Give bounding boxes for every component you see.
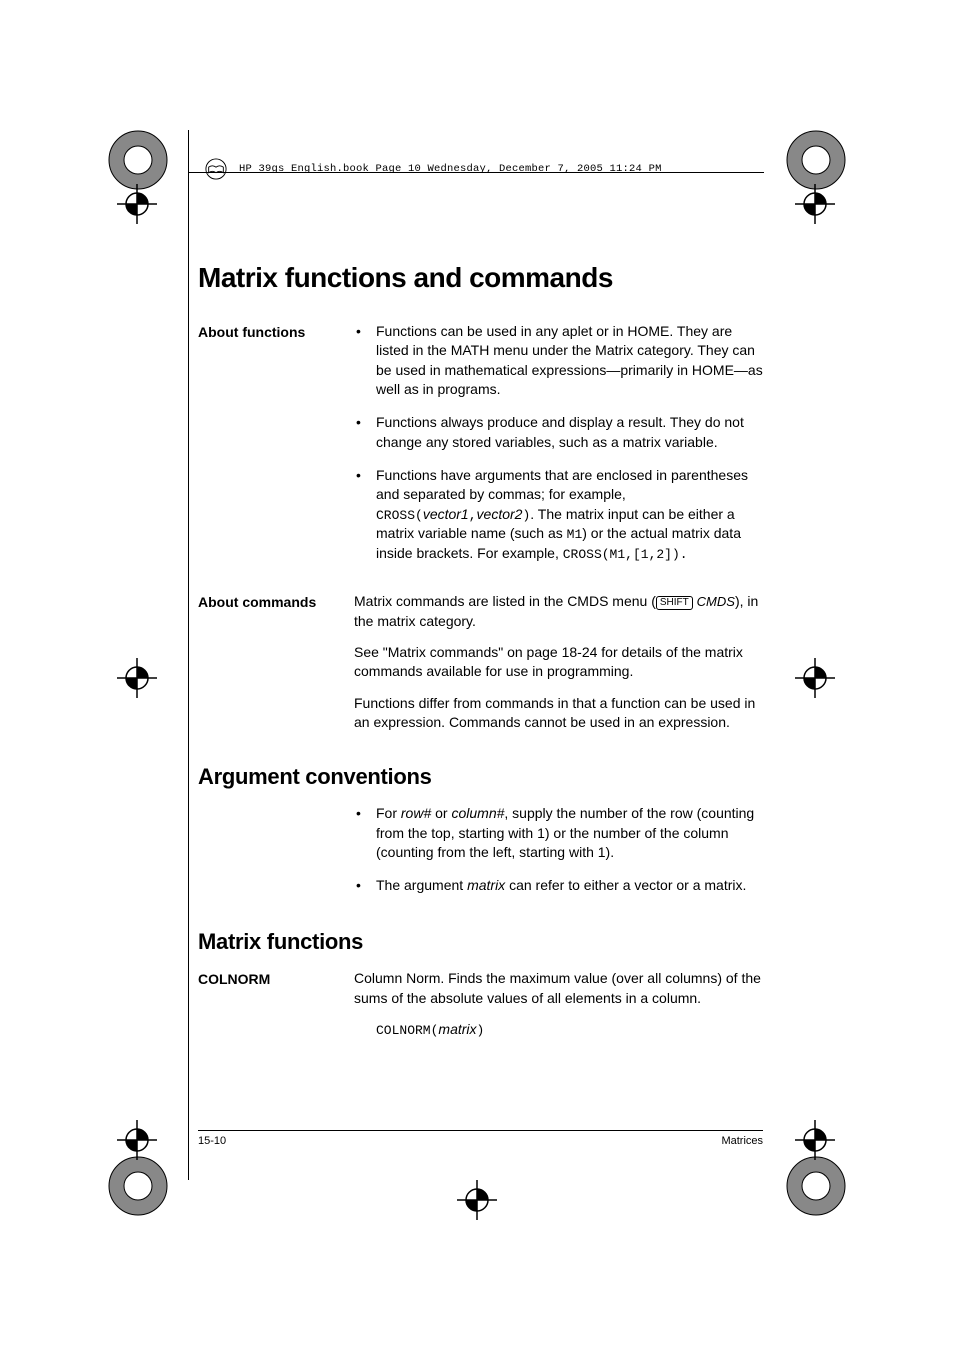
code-run: COLNORM( (376, 1023, 438, 1038)
side-label: COLNORM (198, 969, 354, 1052)
bullet-item: • The argument matrix can refer to eithe… (354, 876, 763, 895)
reg-mark-tl-inner (108, 130, 168, 190)
bullet-dot: • (354, 466, 376, 564)
body-column: Column Norm. Finds the maximum value (ov… (354, 969, 763, 1052)
reg-mark-tr-inner (786, 130, 846, 190)
bullet-dot: • (354, 322, 376, 399)
syntax-line: COLNORM(matrix) (376, 1020, 763, 1040)
cmds-label: CMDS (697, 594, 735, 609)
body-column: Matrix commands are listed in the CMDS m… (354, 592, 763, 744)
code-run: CROSS(M1,[1,2]). (563, 547, 688, 562)
crosshair-mid-left (117, 658, 157, 698)
bullet-item: • Functions have arguments that are encl… (354, 466, 763, 564)
bullet-text: Functions always produce and display a r… (376, 413, 763, 452)
arg-run: vector2 (477, 506, 523, 522)
page-title: Matrix functions and commands (198, 262, 763, 294)
code-run: CROSS( (376, 508, 423, 523)
header-text: HP 39gs English.book Page 10 Wednesday, … (239, 163, 662, 175)
crosshair-bottom-center (457, 1180, 497, 1220)
code-run: M1 (567, 527, 583, 542)
bullet-item: • Functions always produce and display a… (354, 413, 763, 452)
bullet-text: The argument matrix can refer to either … (376, 876, 763, 895)
colnorm-section: COLNORM Column Norm. Finds the maximum v… (198, 969, 763, 1052)
about-commands-section: About commands Matrix commands are liste… (198, 592, 763, 744)
text-run: Functions have arguments that are enclos… (376, 467, 748, 502)
page-content: Matrix functions and commands About func… (198, 262, 763, 1066)
paragraph: Matrix commands are listed in the CMDS m… (354, 592, 763, 631)
crosshair-mark (795, 1120, 835, 1160)
page-footer: 15-10 Matrices (198, 1130, 763, 1147)
bullet-item: • For row# or column#, supply the number… (354, 804, 763, 862)
reg-mark-bl-inner (108, 1156, 168, 1216)
bullet-dot: • (354, 876, 376, 895)
text-run: The argument (376, 877, 467, 893)
bullet-text: Functions can be used in any aplet or in… (376, 322, 763, 399)
code-run: , (469, 508, 477, 523)
code-run: ) (477, 1023, 485, 1038)
crosshair-mark (795, 184, 835, 224)
bullet-text: Functions have arguments that are enclos… (376, 466, 763, 564)
body-column: • Functions can be used in any aplet or … (354, 322, 763, 578)
text-run: Matrix commands are listed in the CMDS m… (354, 593, 656, 609)
body-column: • For row# or column#, supply the number… (354, 804, 763, 909)
text-run: or (431, 805, 451, 821)
about-functions-section: About functions • Functions can be used … (198, 322, 763, 578)
crosshair-mark (117, 184, 157, 224)
page-number: 15-10 (198, 1135, 226, 1147)
crosshair-mark (117, 1120, 157, 1160)
paragraph: Column Norm. Finds the maximum value (ov… (354, 969, 763, 1008)
shift-key: SHIFT (656, 596, 693, 610)
bullet-text: For row# or column#, supply the number o… (376, 804, 763, 862)
bullet-dot: • (354, 804, 376, 862)
section-heading: Matrix functions (198, 929, 763, 955)
section-heading: Argument conventions (198, 764, 763, 790)
crosshair-mid-right (795, 658, 835, 698)
running-header: HP 39gs English.book Page 10 Wednesday, … (205, 158, 662, 180)
reg-mark-br-inner (786, 1156, 846, 1216)
side-label-empty (198, 804, 354, 909)
side-label: About functions (198, 322, 354, 578)
chapter-name: Matrices (721, 1135, 763, 1147)
bullet-item: • Functions can be used in any aplet or … (354, 322, 763, 399)
arg-run: vector1 (423, 506, 469, 522)
arg-run: column# (451, 805, 504, 821)
arg-run: matrix (438, 1021, 476, 1037)
paragraph: See "Matrix commands" on page 18-24 for … (354, 643, 763, 682)
bullet-dot: • (354, 413, 376, 452)
side-label: About commands (198, 592, 354, 744)
guide-line-vertical (188, 130, 189, 1180)
text-run: For (376, 805, 401, 821)
arg-run: row# (401, 805, 431, 821)
book-icon (205, 158, 231, 180)
header-rule (188, 172, 764, 173)
text-run: can refer to either a vector or a matrix… (505, 877, 746, 893)
paragraph: Functions differ from commands in that a… (354, 694, 763, 733)
arg-run: matrix (467, 877, 505, 893)
arg-conv-section: • For row# or column#, supply the number… (198, 804, 763, 909)
